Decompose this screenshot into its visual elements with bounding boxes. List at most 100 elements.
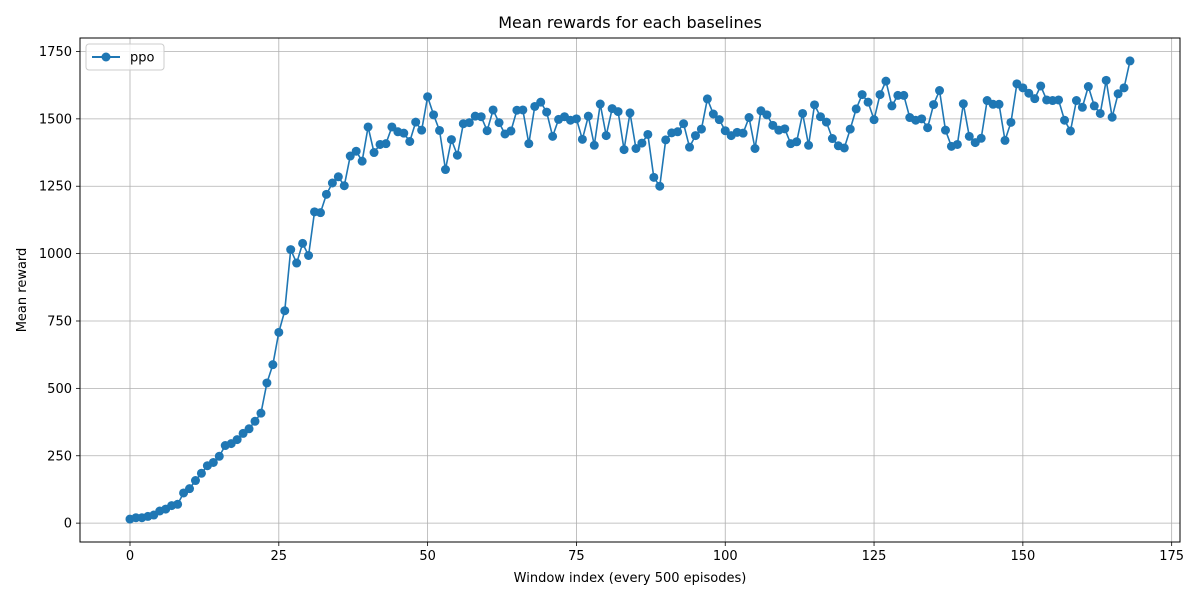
legend-label: ppo — [130, 51, 155, 66]
data-point — [625, 108, 635, 118]
data-point — [1030, 94, 1040, 104]
data-point — [482, 126, 492, 136]
y-tick-label: 1750 — [39, 45, 72, 60]
data-point — [369, 148, 379, 158]
data-point — [387, 122, 397, 132]
data-point — [1065, 126, 1075, 136]
data-point — [548, 131, 558, 141]
data-point — [845, 124, 855, 134]
data-point — [863, 97, 873, 107]
data-point — [339, 181, 349, 191]
data-point — [571, 114, 581, 124]
data-point — [929, 100, 939, 110]
data-point — [452, 150, 462, 160]
data-point — [875, 90, 885, 100]
data-point — [333, 172, 343, 182]
x-tick-label: 100 — [713, 549, 738, 564]
data-point — [917, 114, 927, 124]
data-point — [744, 113, 754, 123]
x-axis-label: Window index (every 500 episodes) — [514, 571, 747, 586]
y-tick-label: 1250 — [39, 180, 72, 195]
data-point — [1054, 95, 1064, 105]
y-tick-label: 1500 — [39, 112, 72, 127]
data-point — [923, 123, 933, 133]
data-point — [940, 125, 950, 135]
data-point — [280, 306, 290, 316]
data-point — [506, 126, 516, 136]
data-point — [637, 138, 647, 148]
data-point — [1125, 56, 1135, 66]
data-point — [702, 94, 712, 104]
data-point — [1071, 96, 1081, 106]
data-point — [1089, 101, 1099, 111]
data-point — [827, 134, 837, 144]
data-point — [440, 165, 450, 175]
data-point — [595, 99, 605, 109]
data-point — [1107, 112, 1117, 122]
data-point — [685, 142, 695, 152]
y-tick-label: 500 — [47, 382, 72, 397]
data-point — [577, 134, 587, 144]
data-point — [964, 131, 974, 141]
data-point — [589, 140, 599, 150]
x-tick-label: 0 — [126, 549, 134, 564]
data-point — [423, 92, 433, 102]
data-point — [601, 131, 611, 141]
data-point — [464, 118, 474, 128]
data-point — [208, 457, 218, 467]
data-point — [435, 125, 445, 135]
data-point — [1018, 83, 1028, 93]
data-point — [351, 146, 361, 156]
data-point — [792, 137, 802, 147]
data-point — [798, 108, 808, 118]
data-point — [839, 143, 849, 153]
data-point — [851, 104, 861, 114]
data-point — [679, 119, 689, 129]
data-point — [881, 76, 891, 86]
data-point — [619, 145, 629, 155]
data-point — [1024, 88, 1034, 98]
data-point — [363, 122, 373, 132]
data-point — [173, 499, 183, 509]
data-point — [1083, 82, 1093, 92]
data-point — [768, 120, 778, 130]
data-point — [357, 156, 367, 166]
data-point — [524, 139, 534, 149]
data-point — [518, 105, 528, 115]
data-point — [762, 110, 772, 120]
y-tick-label: 0 — [64, 517, 72, 532]
series-ppo — [125, 56, 1135, 524]
y-tick-label: 250 — [47, 449, 72, 464]
data-point — [411, 117, 421, 127]
chart-title: Mean rewards for each baselines — [498, 13, 762, 32]
x-tick-label: 175 — [1159, 549, 1184, 564]
data-point — [405, 136, 415, 146]
data-point — [232, 435, 242, 445]
data-point — [976, 133, 986, 143]
data-point — [417, 125, 427, 135]
y-axis-label: Mean reward — [15, 248, 30, 333]
data-point — [1101, 75, 1111, 85]
data-point — [321, 189, 331, 199]
data-point — [214, 451, 224, 461]
data-point — [446, 135, 456, 145]
data-point — [673, 127, 683, 137]
data-point — [1036, 81, 1046, 91]
data-point — [958, 99, 968, 109]
data-point — [315, 208, 325, 218]
data-point — [250, 416, 260, 426]
x-tick-label: 25 — [271, 549, 288, 564]
data-point — [1095, 108, 1105, 118]
data-point — [899, 90, 909, 100]
data-point — [750, 144, 760, 154]
data-point — [1119, 83, 1129, 93]
data-point — [661, 135, 671, 145]
grid — [80, 38, 1180, 542]
x-tick-label: 150 — [1010, 549, 1035, 564]
data-point — [185, 484, 195, 494]
data-point — [196, 468, 206, 478]
x-axis-ticks: 0 25 50 75 100 125 150 175 — [126, 542, 1184, 564]
data-point — [1077, 102, 1087, 112]
data-point — [821, 117, 831, 127]
